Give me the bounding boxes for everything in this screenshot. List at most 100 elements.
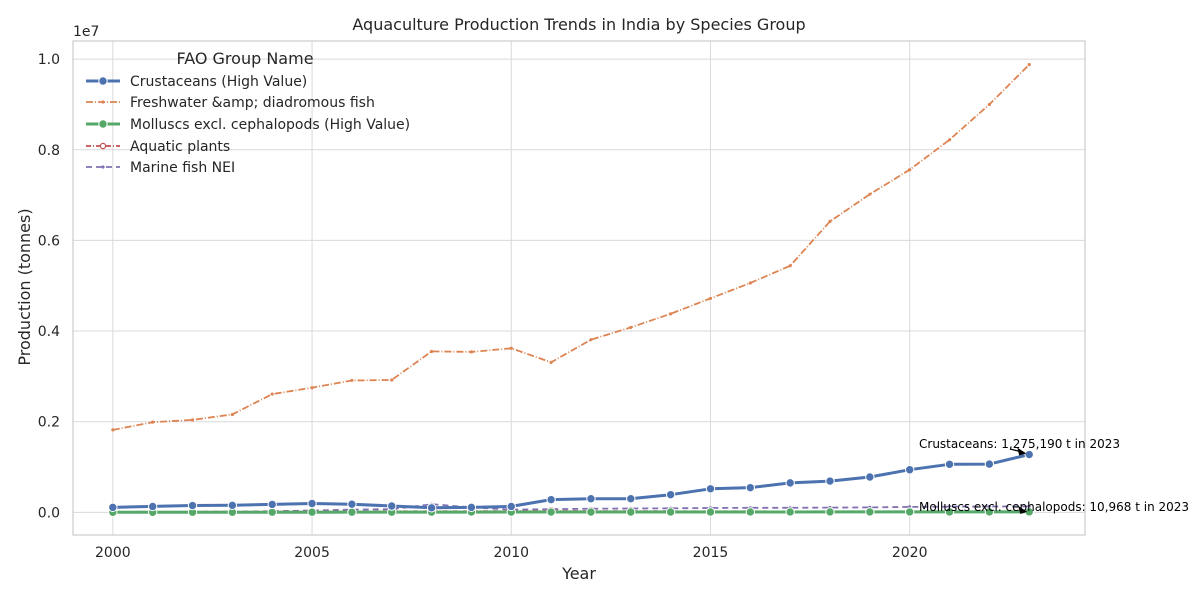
- data-point: [984, 459, 995, 469]
- data-point: [307, 498, 317, 509]
- data-point: [190, 418, 195, 422]
- data-point: [785, 478, 795, 488]
- data-point: [350, 378, 354, 383]
- annotation-molluscs: Molluscs excl. cephalopods: 10,968 t in …: [919, 500, 1189, 514]
- data-point: [705, 507, 716, 517]
- legend-marker: [99, 142, 107, 150]
- x-axis-label: Year: [561, 564, 596, 583]
- data-point: [947, 138, 952, 142]
- y-tick-label: 0.6: [38, 233, 60, 249]
- y-tick-label: 0.8: [38, 143, 60, 159]
- data-point: [147, 501, 158, 512]
- data-point: [111, 428, 115, 432]
- data-point: [745, 507, 756, 517]
- data-point: [665, 507, 676, 517]
- data-point: [984, 507, 995, 517]
- legend-label: Freshwater &amp; diadromous fish: [130, 95, 375, 111]
- data-point: [310, 386, 314, 390]
- data-point: [509, 346, 513, 350]
- legend-entry: Aquatic plants: [86, 139, 230, 155]
- y-tick-label: 1.0: [38, 52, 60, 68]
- data-point: [944, 507, 955, 517]
- chart-title: Aquaculture Production Trends in India b…: [352, 15, 805, 34]
- data-point: [151, 420, 155, 424]
- legend-label: Aquatic plants: [130, 139, 230, 155]
- data-point: [1024, 449, 1034, 460]
- y-tick-label: 0.0: [38, 505, 60, 521]
- data-point: [387, 501, 397, 511]
- x-tick-label: 2010: [493, 545, 529, 561]
- data-point: [267, 507, 277, 517]
- data-point: [546, 507, 556, 517]
- data-point: [426, 503, 437, 513]
- series-freshwater-amp-diadromous-fish: [111, 62, 1031, 432]
- data-point: [267, 499, 277, 510]
- data-point: [227, 500, 238, 511]
- tick-labels: 2000 2005 2010 2015 2020 0.0 0.2 0.4 0.6 0.8 1.0: [38, 52, 928, 561]
- series-line: [112, 453, 1030, 510]
- gridlines: [73, 41, 1085, 535]
- data-point: [944, 459, 955, 469]
- data-point: [748, 281, 752, 285]
- data-point: [868, 192, 872, 196]
- data-point: [626, 494, 636, 504]
- y-axis-label: Production (tonnes): [15, 208, 34, 365]
- data-point: [785, 507, 795, 517]
- data-point: [825, 507, 835, 517]
- x-tick-label: 2020: [892, 545, 928, 561]
- data-point: [187, 500, 198, 511]
- series-line: [112, 63, 1030, 431]
- data-point: [347, 507, 357, 517]
- x-tick-label: 2015: [693, 545, 729, 561]
- data-point: [549, 360, 553, 364]
- annotation-arrowhead: [1018, 505, 1028, 514]
- legend-entry: Molluscs excl. cephalopods (High Value): [86, 117, 410, 133]
- data-point: [586, 494, 596, 504]
- x-tick-label: 2005: [294, 545, 330, 561]
- data-point: [825, 476, 835, 486]
- data-point: [108, 502, 118, 513]
- data-point: [230, 412, 234, 417]
- legend: FAO Group Name Crustaceans (High Value) F…: [86, 49, 410, 176]
- data-point: [745, 482, 756, 493]
- series-layer: [108, 62, 1034, 517]
- data-point: [589, 338, 593, 342]
- legend-title: FAO Group Name: [176, 49, 313, 68]
- y-tick-label: 0.4: [38, 324, 60, 340]
- data-point: [987, 102, 991, 107]
- legend-marker: [101, 165, 105, 169]
- data-point: [546, 494, 556, 505]
- y-axis-offset-text: 1e7: [73, 24, 99, 40]
- data-point: [908, 168, 912, 172]
- data-point: [865, 472, 875, 482]
- legend-marker: [98, 119, 108, 129]
- data-point: [390, 378, 394, 382]
- legend-label: Crustaceans (High Value): [130, 74, 307, 90]
- data-point: [586, 507, 596, 517]
- legend-entry: Marine fish NEI: [86, 160, 235, 176]
- legend-marker: [98, 76, 108, 86]
- data-point: [904, 507, 915, 517]
- data-point: [865, 507, 875, 517]
- data-point: [347, 499, 357, 509]
- data-point: [669, 312, 673, 316]
- data-point: [629, 325, 633, 330]
- data-point: [469, 350, 474, 354]
- data-point: [506, 501, 516, 512]
- data-point: [705, 484, 716, 494]
- legend-entry: Freshwater &amp; diadromous fish: [86, 95, 375, 111]
- data-point: [307, 507, 317, 517]
- data-point: [788, 264, 792, 268]
- legend-label: Molluscs excl. cephalopods (High Value): [130, 117, 410, 133]
- data-point: [626, 507, 636, 517]
- series-crustaceans-high-value-: [108, 449, 1034, 513]
- annotation-arrowhead: [1017, 447, 1027, 456]
- data-point: [429, 349, 434, 354]
- data-point: [708, 296, 713, 301]
- annotation-crustaceans: Crustaceans: 1,275,190 t in 2023: [919, 437, 1120, 451]
- data-point: [466, 502, 477, 513]
- legend-entry: Crustaceans (High Value): [86, 74, 307, 90]
- data-point: [665, 489, 676, 500]
- series-molluscs-excl-cephalopods-high-value-: [108, 507, 1034, 517]
